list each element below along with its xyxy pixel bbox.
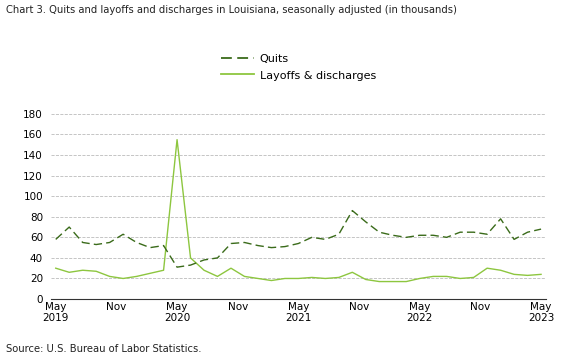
Text: Source: U.S. Bureau of Labor Statistics.: Source: U.S. Bureau of Labor Statistics. (6, 344, 201, 354)
Legend: Quits, Layoffs & discharges: Quits, Layoffs & discharges (216, 49, 381, 85)
Text: Chart 3. Quits and layoffs and discharges in Louisiana, seasonally adjusted (in : Chart 3. Quits and layoffs and discharge… (6, 5, 457, 15)
